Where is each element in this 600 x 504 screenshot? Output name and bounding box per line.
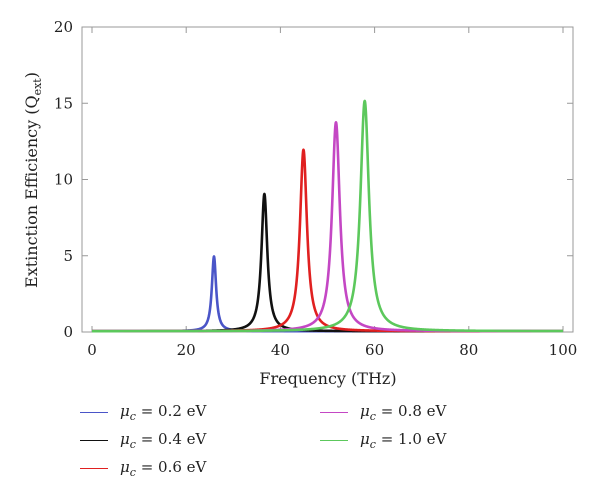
y-tick-label: 0 [63,323,73,341]
series-lines [90,99,565,333]
x-tick-label: 60 [365,341,384,359]
y-tick-label: 5 [63,247,73,265]
legend-label: μc = 0.2 eV [120,401,207,423]
legend-label: μc = 0.4 eV [120,429,207,451]
x-tick-label: 20 [177,341,196,359]
x-tick-label: 40 [271,341,290,359]
legend-swatch [80,439,108,441]
series-line-2 [90,148,565,333]
legend-item: μc = 1.0 eV [320,428,446,452]
legend-swatch [320,439,348,441]
chart: 0 5 10 15 20 0 20 40 60 80 100 Frequency (THz) Ex… [22,18,577,388]
y-tick-label: 20 [54,18,73,36]
y-axis-title: Extinction Efficiency (Qext) [22,72,44,288]
x-axis-title: Frequency (THz) [259,369,396,388]
legend-label: μc = 0.8 eV [360,401,447,423]
legend-item: μc = 0.2 eV [80,400,206,424]
legend-item: μc = 0.4 eV [80,428,206,452]
x-tick-label: 100 [549,341,578,359]
y-axis-ticks: 0 5 10 15 20 [54,18,573,341]
series-line-3 [90,121,565,333]
x-tick-label: 0 [87,341,97,359]
y-tick-label: 15 [54,94,73,112]
x-axis-ticks: 0 20 40 60 80 100 [87,27,577,359]
x-tick-label: 80 [459,341,478,359]
legend-item: μc = 0.6 eV [80,456,206,480]
legend-swatch [320,411,348,413]
y-tick-label: 10 [54,171,73,189]
legend-item: μc = 0.8 eV [320,400,446,424]
legend-swatch [80,411,108,413]
series-line-0 [90,255,565,333]
legend-label: μc = 0.6 eV [120,457,207,479]
series-line-4 [90,99,565,333]
legend: μc = 0.2 eV μc = 0.4 eV μc = 0.6 eV μc = 0.… [80,400,580,500]
legend-swatch [80,467,108,469]
series-line-1 [90,192,565,333]
legend-label: μc = 1.0 eV [360,429,447,451]
